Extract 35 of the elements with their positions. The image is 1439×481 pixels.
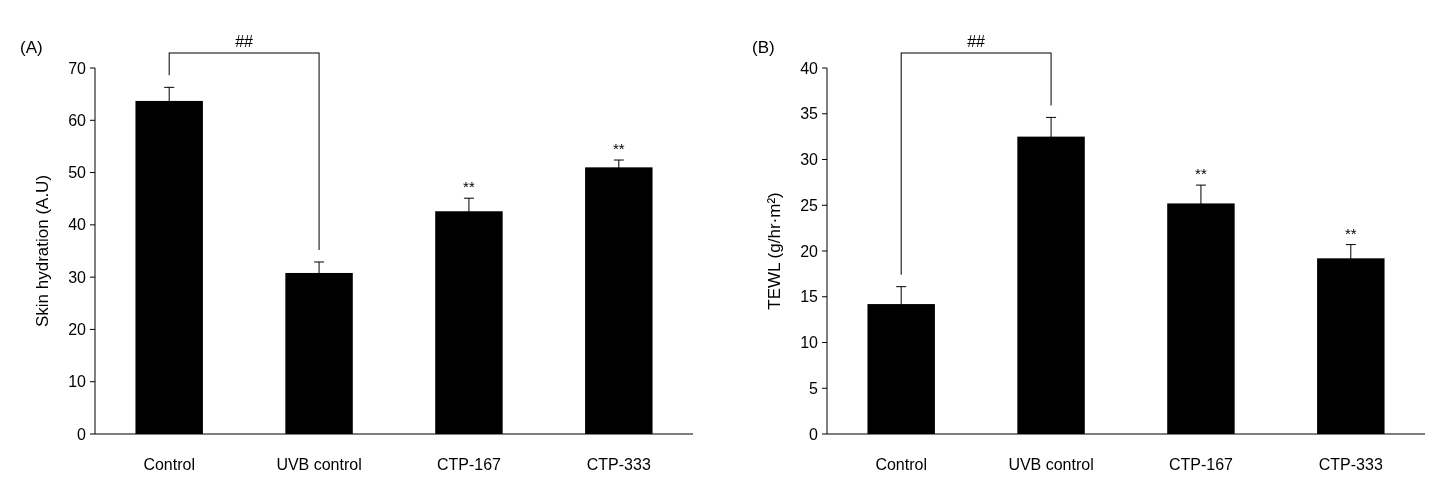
x-tick-label: CTP-333: [586, 456, 651, 473]
text: (A): [20, 38, 43, 57]
y-tick-label: 0: [77, 425, 87, 443]
y-tick-label: 20: [800, 242, 819, 260]
y-tick-label: 40: [800, 59, 819, 77]
y-tick-label: 70: [68, 59, 87, 77]
x-tick-label: UVB control: [276, 456, 362, 473]
annotation: **: [463, 178, 475, 196]
y-tick-label: 0: [809, 425, 819, 443]
y-tick-label: 25: [800, 196, 819, 214]
text: ##: [967, 33, 986, 50]
text: ##: [235, 33, 254, 50]
x-tick-label: Control: [875, 456, 927, 473]
y-tick-label: 50: [68, 164, 87, 182]
annotation: **: [612, 140, 625, 158]
x-tick-label: CTP-167: [1168, 456, 1234, 473]
x-tick-label: UVB control: [1008, 456, 1094, 473]
y-tick-label: 35: [800, 105, 819, 123]
y-axis-title: Skin hydration (A.U): [33, 174, 52, 328]
y-tick-label: 60: [68, 111, 87, 129]
y-tick-label: 10: [800, 334, 819, 352]
y-tick-label: 5: [809, 379, 819, 397]
y-tick-label: 15: [800, 288, 819, 306]
y-tick-label: 30: [800, 151, 819, 169]
annotation: **: [1344, 224, 1357, 242]
y-axis-title: TEWL (g/hr·m²): [765, 192, 784, 310]
x-tick-label: CTP-167: [436, 456, 502, 473]
x-tick-label: CTP-333: [1318, 456, 1383, 473]
text: (B): [752, 38, 775, 57]
annotation: **: [1195, 165, 1207, 183]
y-tick-label: 30: [68, 268, 87, 286]
x-tick-label: Control: [143, 456, 195, 473]
y-tick-label: 10: [68, 373, 87, 391]
y-tick-label: 40: [68, 216, 87, 234]
y-tick-label: 20: [68, 321, 87, 339]
